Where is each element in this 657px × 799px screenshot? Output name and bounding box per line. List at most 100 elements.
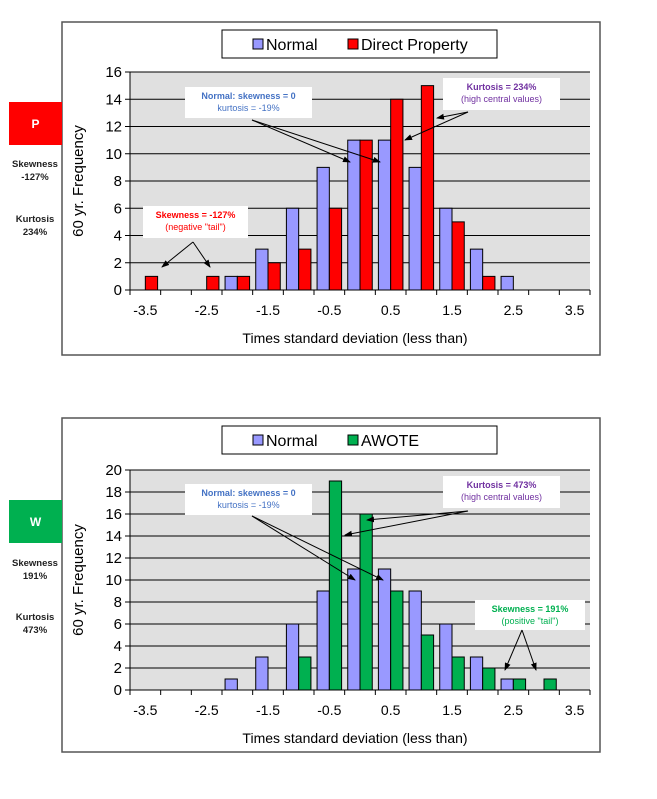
- bar-normal: [500, 275, 514, 291]
- x-tick-label: 0.5: [381, 302, 401, 318]
- annotation-text: kurtosis = -19%: [217, 500, 279, 510]
- bar-normal: [285, 207, 300, 291]
- skewness-label-p: Skewness -127%: [0, 158, 70, 184]
- annotation-text: Skewness = 191%: [492, 604, 569, 614]
- x-tick-label: -2.5: [195, 702, 219, 718]
- bar-normal: [469, 656, 484, 691]
- y-tick-label: 14: [105, 91, 122, 108]
- bar-awote: [543, 678, 557, 691]
- panel-badge-p: P: [9, 102, 62, 145]
- bar-awote: [482, 667, 496, 691]
- annotation-text: (high central values): [461, 492, 542, 502]
- bar-normal: [347, 568, 361, 691]
- annotation-arrow: [366, 510, 469, 523]
- skewness-caption: Skewness: [12, 558, 58, 569]
- bar-normal: [316, 590, 330, 691]
- annotation-text: kurtosis = -19%: [217, 103, 279, 113]
- x-tick-label: -2.5: [195, 302, 219, 318]
- bar-normal: [439, 623, 453, 691]
- bar-direct-property: [267, 262, 281, 291]
- annotation-text: Skewness = -127%: [156, 210, 236, 220]
- x-tick-label: -0.5: [317, 302, 341, 318]
- bar-direct-property: [390, 98, 404, 291]
- legend-swatch: [347, 434, 359, 446]
- panel-badge-w: W: [9, 500, 62, 543]
- y-tick-label: 0: [114, 682, 122, 699]
- bar-normal: [255, 656, 269, 691]
- annotation-arrow: [161, 241, 194, 268]
- chart-0: 0 2 4 6 8 10 12 14 16 -3.5 -2.5 -1.5 -0.5 0.5 1.5 2.5 3.…: [61, 21, 601, 356]
- legend: [221, 29, 498, 59]
- bar-awote: [451, 656, 465, 691]
- x-tick-label: -3.5: [133, 302, 157, 318]
- x-tick-label: 3.5: [565, 702, 585, 718]
- bar-normal: [408, 590, 422, 691]
- bar-direct-property: [206, 275, 220, 291]
- x-tick-label: 2.5: [504, 302, 524, 318]
- annotation-arrow: [504, 629, 523, 671]
- legend: [221, 425, 498, 455]
- kurtosis-value: 473%: [22, 625, 48, 636]
- bar-direct-property: [359, 139, 373, 291]
- bar-normal: [469, 248, 484, 291]
- bar-normal: [377, 139, 392, 291]
- bar-direct-property: [144, 275, 159, 291]
- bar-direct-property: [420, 85, 435, 291]
- annotation-text: (high central values): [461, 94, 542, 104]
- kurtosis-caption: Kurtosis: [15, 214, 55, 225]
- chart-1: 0 2 4 6 8 10 12 14 16 18 20 -3.5 -2.5 -1.5 -0.5 0.5 1.5 2…: [61, 417, 601, 753]
- annotation-text: Normal: skewness = 0: [201, 91, 295, 101]
- x-tick-label: -1.5: [256, 702, 280, 718]
- y-tick-label: 10: [105, 146, 122, 163]
- bar-awote: [359, 513, 373, 691]
- kurtosis-caption: Kurtosis: [15, 612, 55, 623]
- bar-normal: [224, 678, 238, 691]
- annotation-box: [185, 484, 312, 515]
- bar-normal: [285, 623, 300, 691]
- bar-direct-property: [236, 275, 251, 291]
- annotation-arrow: [344, 510, 469, 537]
- bar-normal: [316, 166, 330, 291]
- annotation-text: (negative "tail"): [165, 222, 225, 232]
- y-tick-label: 20: [105, 462, 122, 479]
- legend-swatch: [252, 434, 264, 446]
- y-tick-label: 8: [114, 173, 122, 190]
- y-tick-label: 4: [114, 638, 122, 655]
- annotation-box: [143, 206, 248, 238]
- annotation-text: Kurtosis = 234%: [467, 82, 537, 92]
- y-axis-label: 60 yr. Frequency: [70, 524, 87, 636]
- y-tick-label: 4: [114, 228, 122, 245]
- skewness-caption: Skewness: [12, 159, 58, 170]
- legend-label: Normal: [266, 37, 318, 54]
- x-tick-label: 1.5: [442, 702, 462, 718]
- y-tick-label: 10: [105, 572, 122, 589]
- legend-swatch: [347, 38, 359, 50]
- annotation-text: Kurtosis = 473%: [467, 480, 537, 490]
- y-tick-label: 16: [105, 64, 122, 81]
- y-tick-label: 16: [105, 506, 122, 523]
- kurtosis-label-p: Kurtosis 234%: [0, 213, 70, 239]
- bar-normal: [408, 166, 422, 291]
- bar-awote: [390, 590, 404, 691]
- legend-label: AWOTE: [361, 433, 419, 450]
- y-tick-label: 2: [114, 660, 122, 677]
- bar-direct-property: [298, 248, 312, 291]
- y-tick-label: 12: [105, 119, 122, 136]
- legend-swatch: [252, 38, 264, 50]
- annotation-arrow: [251, 119, 351, 163]
- x-tick-label: -3.5: [133, 702, 157, 718]
- annotation-arrow: [192, 241, 211, 268]
- bar-awote: [420, 634, 435, 691]
- y-tick-label: 6: [114, 200, 122, 217]
- legend-label: Normal: [266, 433, 318, 450]
- bar-normal: [377, 568, 392, 691]
- x-tick-label: -1.5: [256, 302, 280, 318]
- bar-direct-property: [482, 275, 496, 291]
- annotation-text: (positive "tail"): [502, 616, 559, 626]
- annotation-arrow: [251, 515, 384, 581]
- bar-awote: [328, 480, 343, 691]
- y-tick-label: 0: [114, 282, 122, 299]
- y-axis-label: 60 yr. Frequency: [70, 125, 87, 237]
- bar-normal: [347, 139, 361, 291]
